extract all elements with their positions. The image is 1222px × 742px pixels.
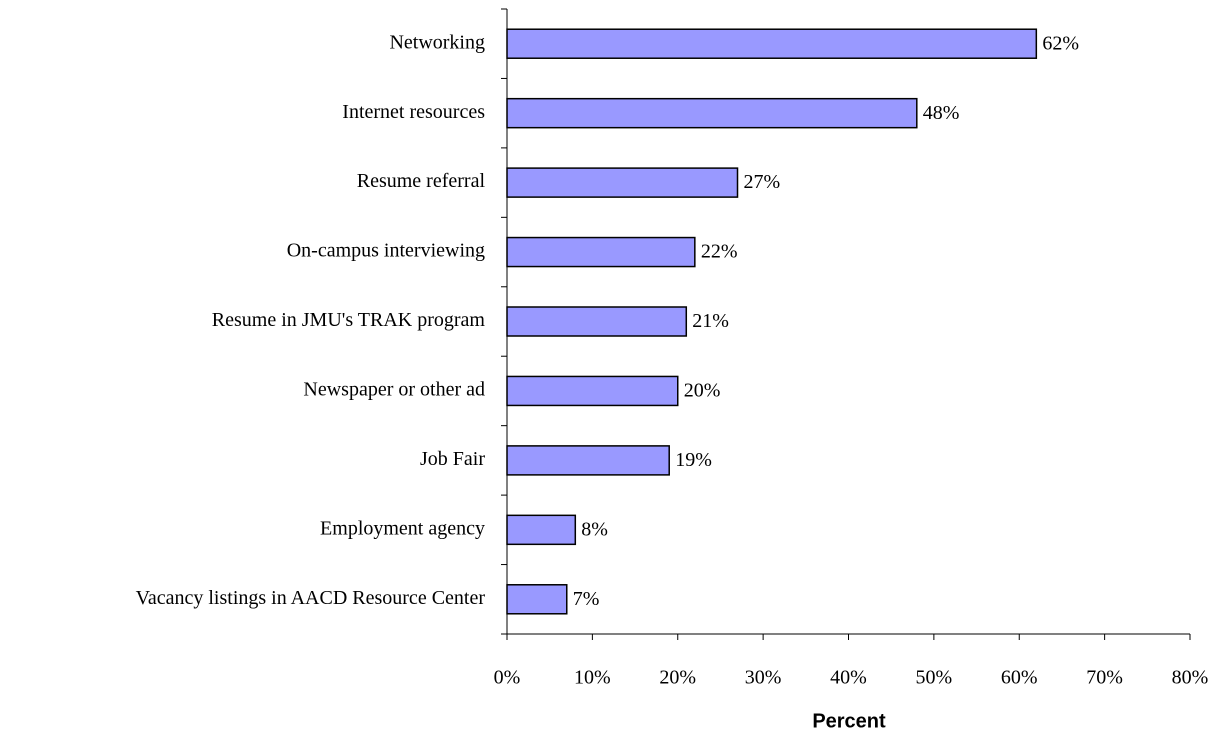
data-label: 7% xyxy=(573,588,600,610)
data-label: 21% xyxy=(692,310,729,332)
x-tick-label: 20% xyxy=(659,667,696,689)
y-tick-label: Newspaper or other ad xyxy=(303,379,485,401)
x-tick-label: 50% xyxy=(916,667,953,689)
data-label: 62% xyxy=(1042,32,1079,54)
bar xyxy=(506,167,739,198)
bar xyxy=(506,445,670,476)
x-tick-label: 30% xyxy=(745,667,782,689)
x-axis-title: Percent xyxy=(812,710,886,732)
data-label: 22% xyxy=(701,241,738,263)
x-tick-label: 10% xyxy=(574,667,611,689)
x-tick-label: 70% xyxy=(1086,667,1123,689)
y-tick-label: Networking xyxy=(389,31,485,53)
bar xyxy=(506,236,696,268)
y-tick-label: Job Fair xyxy=(420,448,485,470)
data-label: 8% xyxy=(581,518,608,540)
bar xyxy=(506,375,679,407)
data-label: 20% xyxy=(684,380,721,402)
data-label: 27% xyxy=(744,171,781,193)
x-tick-label: 40% xyxy=(830,667,867,689)
bar xyxy=(506,306,688,337)
y-tick-label: Internet resources xyxy=(342,101,485,123)
bar xyxy=(506,514,577,546)
y-tick-label: On-campus interviewing xyxy=(287,240,485,262)
data-label: 48% xyxy=(923,102,960,124)
x-tick-label: 0% xyxy=(494,667,521,689)
bar xyxy=(506,28,1038,59)
bar xyxy=(506,97,918,129)
x-tick-label: 80% xyxy=(1172,667,1209,689)
data-label: 19% xyxy=(675,449,712,471)
y-tick-label: Employment agency xyxy=(320,517,485,539)
y-tick-label: Resume in JMU's TRAK program xyxy=(212,309,486,331)
y-tick-label: Vacancy listings in AACD Resource Center xyxy=(136,587,486,609)
bar xyxy=(506,584,568,615)
x-tick-label: 60% xyxy=(1001,667,1038,689)
y-tick-label: Resume referral xyxy=(357,170,486,192)
